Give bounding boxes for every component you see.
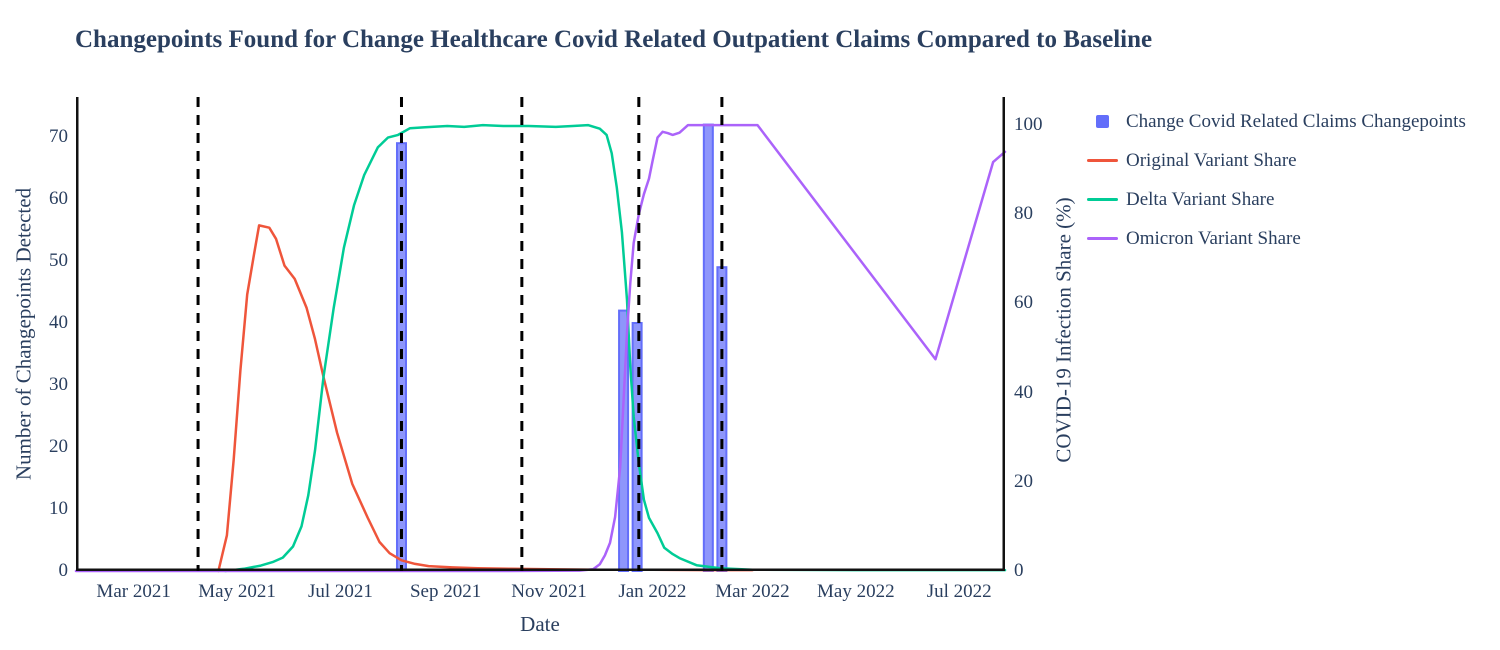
x-tick-label: Mar 2022 xyxy=(715,581,790,602)
legend: Change Covid Related Claims Changepoints… xyxy=(1087,102,1466,258)
legend-marker-swatch xyxy=(1096,115,1109,128)
y-tick-label-left: 50 xyxy=(49,249,68,271)
legend-label: Delta Variant Share xyxy=(1126,188,1275,210)
legend-line-marker-icon xyxy=(1087,159,1118,162)
legend-square-marker-icon xyxy=(1087,115,1118,128)
x-tick-label: Jan 2022 xyxy=(618,581,687,602)
legend-item-delta-variant-share[interactable]: Delta Variant Share xyxy=(1087,180,1466,219)
legend-label: Change Covid Related Claims Changepoints xyxy=(1126,110,1466,132)
y-tick-label-right: 100 xyxy=(1014,114,1043,136)
series-line-delta-variant-share xyxy=(223,123,1007,573)
y-tick-label-right: 0 xyxy=(1014,560,1024,581)
y-tick-label-left: 0 xyxy=(58,560,69,581)
y-axis-title-right: COVID-19 Infection Share (%) xyxy=(1051,197,1076,463)
chart-title: Changepoints Found for Change Healthcare… xyxy=(75,26,1153,53)
x-tick-label: Jul 2021 xyxy=(307,581,373,602)
x-tick-label: Mar 2021 xyxy=(96,581,171,602)
y-tick-label-left: 20 xyxy=(49,435,68,457)
y-tick-label-left: 60 xyxy=(49,187,68,209)
x-tick-label: Nov 2021 xyxy=(511,581,587,602)
x-tick-label: Sep 2021 xyxy=(409,581,482,602)
legend-item-change-covid-related-claims-changepoints[interactable]: Change Covid Related Claims Changepoints xyxy=(1087,102,1466,141)
legend-marker-swatch xyxy=(1087,198,1118,201)
x-tick-label: Jul 2022 xyxy=(926,581,992,602)
legend-item-omicron-variant-share[interactable]: Omicron Variant Share xyxy=(1087,219,1466,258)
y-axis-title-left: Number of Changepoints Detected xyxy=(11,187,36,481)
legend-line-marker-icon xyxy=(1087,198,1118,201)
legend-label: Omicron Variant Share xyxy=(1126,227,1301,249)
legend-label: Original Variant Share xyxy=(1126,149,1297,171)
y-tick-label-left: 10 xyxy=(49,497,68,519)
y-tick-label-right: 40 xyxy=(1014,381,1033,403)
y-tick-label-right: 20 xyxy=(1014,470,1033,492)
legend-line-marker-icon xyxy=(1087,237,1118,240)
y-tick-label-left: 30 xyxy=(49,373,68,395)
legend-item-original-variant-share[interactable]: Original Variant Share xyxy=(1087,141,1466,180)
x-tick-label: May 2022 xyxy=(817,581,895,602)
series-line-original-variant-share xyxy=(217,224,754,573)
x-tick-label: May 2021 xyxy=(198,581,276,602)
changepoint-bar xyxy=(716,266,728,572)
y-tick-label-right: 60 xyxy=(1014,292,1033,314)
y-tick-label-right: 80 xyxy=(1014,203,1033,225)
legend-marker-swatch xyxy=(1087,237,1118,240)
y-tick-label-left: 70 xyxy=(49,125,68,147)
x-axis-title: Date xyxy=(520,612,560,636)
legend-marker-swatch xyxy=(1087,159,1118,162)
changepoint-bar xyxy=(702,123,714,573)
series-line-omicron-variant-share xyxy=(74,123,1007,573)
plot-area[interactable] xyxy=(74,97,1007,573)
y-tick-label-left: 40 xyxy=(49,311,68,333)
